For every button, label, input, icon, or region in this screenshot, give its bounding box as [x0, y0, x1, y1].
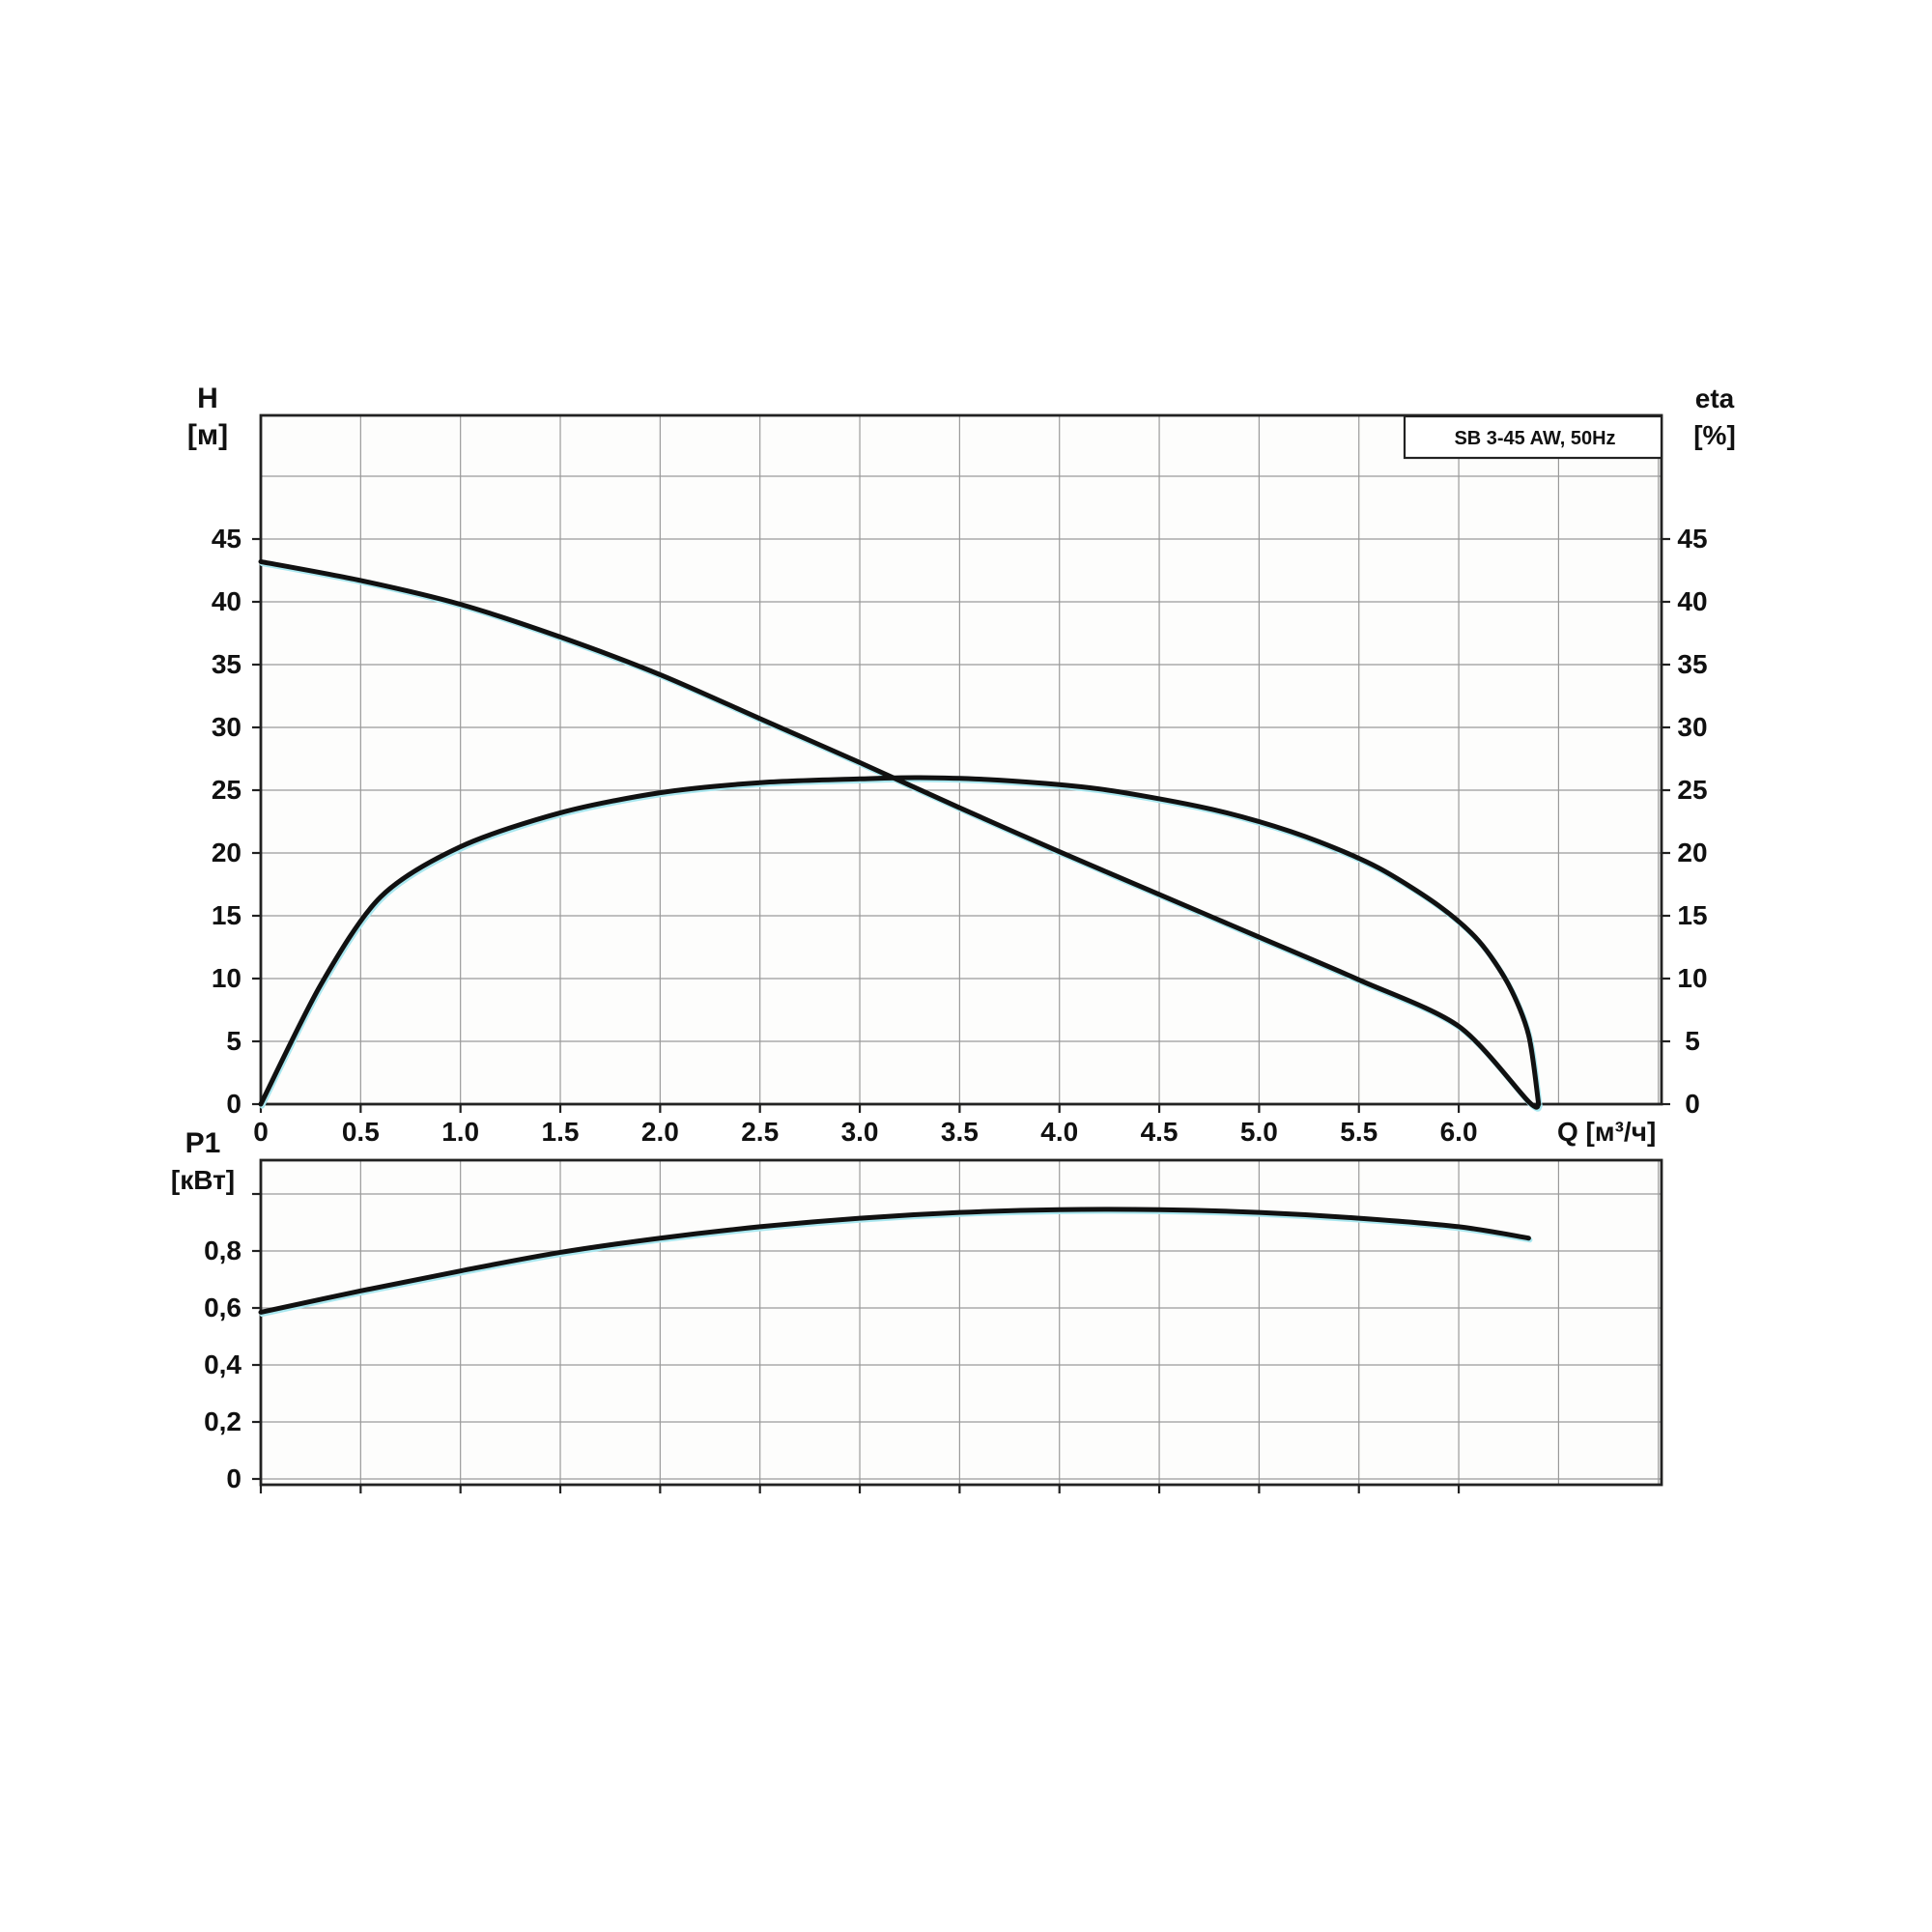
svg-text:6.0: 6.0	[1440, 1117, 1478, 1147]
svg-text:H: H	[197, 383, 218, 414]
svg-text:Q [м³/ч]: Q [м³/ч]	[1557, 1117, 1656, 1147]
svg-text:0,4: 0,4	[204, 1350, 242, 1379]
svg-text:4.5: 4.5	[1141, 1117, 1179, 1147]
svg-text:0: 0	[253, 1117, 269, 1147]
svg-text:2.0: 2.0	[641, 1117, 679, 1147]
svg-text:0,6: 0,6	[204, 1293, 242, 1322]
svg-text:15: 15	[1677, 900, 1707, 930]
svg-text:1.0: 1.0	[441, 1117, 479, 1147]
svg-text:35: 35	[1677, 649, 1707, 679]
svg-text:5.0: 5.0	[1240, 1117, 1278, 1147]
svg-text:45: 45	[1677, 524, 1707, 554]
svg-text:20: 20	[1677, 838, 1707, 867]
svg-text:15: 15	[212, 900, 242, 930]
svg-text:0: 0	[1685, 1089, 1700, 1119]
svg-text:4.0: 4.0	[1040, 1117, 1078, 1147]
svg-text:0.5: 0.5	[342, 1117, 380, 1147]
svg-text:P1: P1	[185, 1127, 221, 1159]
svg-text:10: 10	[1677, 963, 1707, 993]
svg-text:30: 30	[1677, 712, 1707, 742]
svg-text:eta: eta	[1695, 384, 1735, 413]
svg-text:45: 45	[212, 524, 242, 554]
svg-text:[м]: [м]	[187, 419, 228, 451]
svg-text:1.5: 1.5	[542, 1117, 580, 1147]
svg-text:[%]: [%]	[1693, 420, 1736, 450]
svg-text:25: 25	[212, 775, 242, 805]
svg-text:10: 10	[212, 963, 242, 993]
svg-text:25: 25	[1677, 775, 1707, 805]
svg-text:2.5: 2.5	[741, 1117, 779, 1147]
svg-text:5: 5	[1685, 1026, 1700, 1056]
svg-text:5: 5	[226, 1026, 242, 1056]
svg-text:0: 0	[226, 1089, 242, 1119]
svg-text:0: 0	[226, 1463, 242, 1493]
svg-text:40: 40	[1677, 586, 1707, 616]
svg-text:0,2: 0,2	[204, 1406, 242, 1436]
svg-text:0,8: 0,8	[204, 1236, 242, 1265]
svg-text:[кВт]: [кВт]	[171, 1165, 235, 1195]
svg-text:20: 20	[212, 838, 242, 867]
svg-text:40: 40	[212, 586, 242, 616]
svg-text:35: 35	[212, 649, 242, 679]
svg-text:3.5: 3.5	[941, 1117, 979, 1147]
svg-text:5.5: 5.5	[1340, 1117, 1378, 1147]
svg-text:SB 3-45 AW, 50Hz: SB 3-45 AW, 50Hz	[1454, 428, 1615, 449]
svg-text:3.0: 3.0	[841, 1117, 879, 1147]
svg-text:30: 30	[212, 712, 242, 742]
